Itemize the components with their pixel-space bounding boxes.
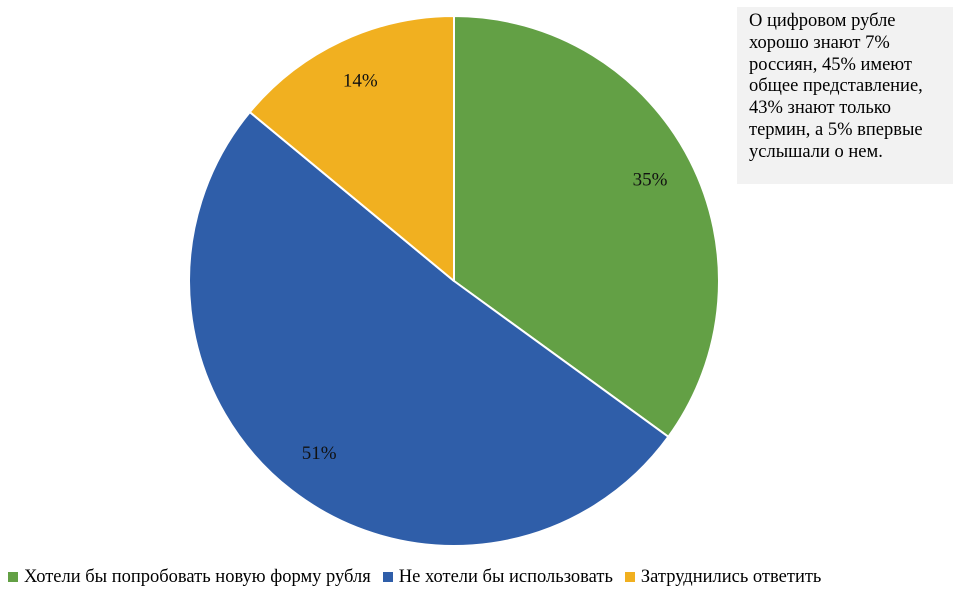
pie-slice-try: [453, 15, 720, 438]
slice-label-not-use: 51%: [302, 443, 337, 464]
legend-item-not-use: Не хотели бы использовать: [382, 566, 613, 588]
slice-label-try: 35%: [633, 169, 668, 190]
legend-swatch-not-use: [382, 572, 393, 582]
legend-label-not-use: Не хотели бы использовать: [398, 566, 613, 587]
legend-swatch-undecided: [624, 572, 635, 582]
slice-label-undecided: 14%: [343, 70, 378, 91]
legend-label-undecided: Затруднились ответить: [640, 566, 822, 587]
legend-swatch-try: [8, 572, 18, 582]
annotation-box: О цифровом рубле хорошо знают 7% россиян…: [737, 7, 953, 184]
pie-slice-undecided: [248, 15, 455, 282]
chart-legend: Хотели бы попробовать новую форму рубля …: [8, 566, 821, 588]
annotation-text: О цифровом рубле хорошо знают 7% россиян…: [749, 11, 923, 162]
legend-item-try: Хотели бы попробовать новую форму рубля: [8, 567, 371, 588]
legend-item-undecided: Затруднились ответить: [624, 566, 822, 588]
pie-slice-not-use: [188, 111, 670, 547]
legend-label-try: Хотели бы попробовать новую форму рубля: [24, 566, 371, 587]
